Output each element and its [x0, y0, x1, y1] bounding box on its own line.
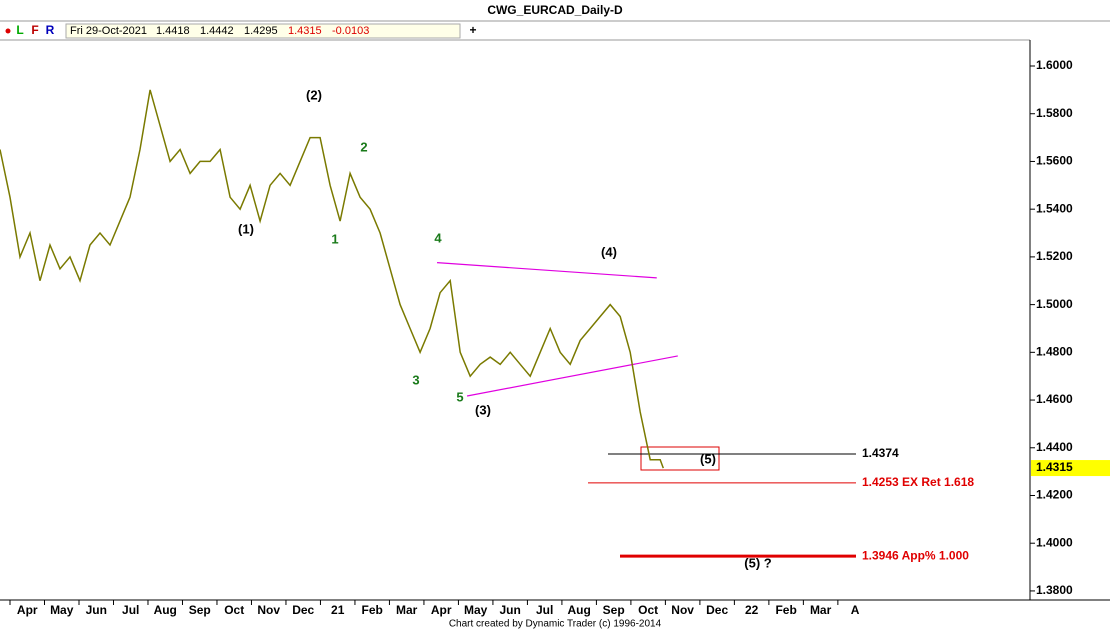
- info-low: 1.4295: [244, 25, 278, 37]
- level-label: 1.4374: [862, 446, 899, 460]
- x-tick-label: Mar: [396, 603, 418, 617]
- y-tick-label: 1.6000: [1036, 58, 1073, 72]
- footer: Chart created by Dynamic Trader (c) 1996…: [449, 619, 662, 630]
- y-tick-label: 1.4800: [1036, 345, 1073, 359]
- x-tick-label: Nov: [671, 603, 694, 617]
- x-tick-label: 22: [745, 603, 759, 617]
- y-tick-label: 1.4400: [1036, 440, 1073, 454]
- x-tick-label: Feb: [362, 603, 383, 617]
- wave-label: (2): [306, 87, 322, 102]
- x-tick-label: Sep: [603, 603, 625, 617]
- y-tick-label: 1.3800: [1036, 583, 1073, 597]
- level-label: 1.3946 App% 1.000: [862, 548, 969, 562]
- plus-icon[interactable]: +: [469, 23, 476, 37]
- x-tick-label: Apr: [17, 603, 38, 617]
- wave-label: 3: [412, 372, 419, 387]
- info-box: [65, 23, 461, 39]
- x-tick-label: Aug: [567, 603, 590, 617]
- x-tick-label: Jun: [499, 603, 520, 617]
- y-tick-label: 1.5600: [1036, 154, 1073, 168]
- price-line: [0, 89, 665, 469]
- x-tick-label: Mar: [810, 603, 832, 617]
- x-tick-label: 21: [331, 603, 345, 617]
- wave-label: (4): [601, 244, 617, 259]
- x-tick-label: Jun: [86, 603, 107, 617]
- y-tick-label: 1.4600: [1036, 392, 1073, 406]
- wave-label: 2: [360, 139, 367, 154]
- x-tick-label: Jul: [536, 603, 553, 617]
- y-tick-label: 1.4200: [1036, 488, 1073, 502]
- status-dot: [5, 28, 11, 34]
- last-price-label: 1.4315: [1036, 460, 1073, 474]
- trendline: [437, 262, 657, 279]
- y-tick-label: 1.5800: [1036, 106, 1073, 120]
- wave-label: 4: [434, 230, 442, 245]
- wave-label: (5) ?: [744, 555, 772, 570]
- x-tick-label: May: [464, 603, 488, 617]
- x-tick-label: Oct: [638, 603, 658, 617]
- last-price-box: [1031, 460, 1110, 477]
- x-tick-label: Sep: [189, 603, 211, 617]
- x-tick-label: Oct: [224, 603, 244, 617]
- x-tick-label: Jul: [122, 603, 139, 617]
- y-tick-label: 1.4000: [1036, 535, 1073, 549]
- wave-label: (3): [475, 402, 491, 417]
- x-tick-label: Aug: [154, 603, 177, 617]
- x-tick-label: A: [851, 603, 860, 617]
- chart-title: CWG_EURCAD_Daily-D: [487, 3, 623, 17]
- wave-label: (1): [238, 221, 254, 236]
- info-open: 1.4418: [156, 25, 190, 37]
- wave-label: 5: [456, 389, 463, 404]
- x-tick-label: May: [50, 603, 74, 617]
- info-high: 1.4442: [200, 25, 234, 37]
- y-tick-label: 1.5000: [1036, 297, 1073, 311]
- info-change: -0.0103: [332, 25, 369, 37]
- info-close: 1.4315: [288, 25, 322, 37]
- x-tick-label: Apr: [431, 603, 452, 617]
- toolbar-button[interactable]: L: [16, 23, 23, 37]
- x-tick-label: Nov: [257, 603, 280, 617]
- wave-label: 1: [331, 231, 338, 246]
- y-tick-label: 1.5400: [1036, 201, 1073, 215]
- x-tick-label: Dec: [292, 603, 314, 617]
- x-tick-label: Dec: [706, 603, 728, 617]
- trendline: [466, 355, 678, 397]
- level-label: 1.4253 EX Ret 1.618: [862, 475, 974, 489]
- toolbar-button[interactable]: R: [46, 23, 55, 37]
- target-box: [640, 446, 720, 471]
- wave-label: (5): [700, 451, 716, 466]
- info-date: Fri 29-Oct-2021: [70, 25, 147, 37]
- x-tick-label: Feb: [775, 603, 796, 617]
- y-tick-label: 1.5200: [1036, 249, 1073, 263]
- toolbar-button[interactable]: F: [31, 23, 38, 37]
